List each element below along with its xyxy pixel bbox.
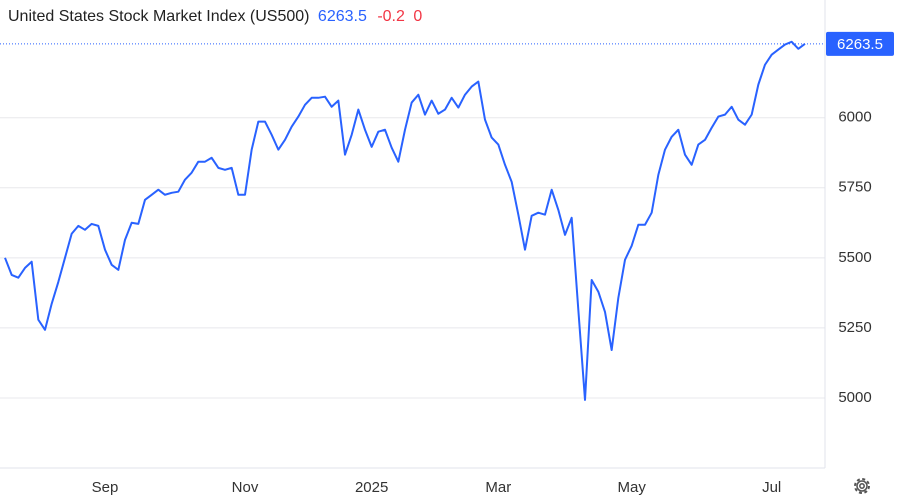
y-tick-label: 6000 xyxy=(838,109,871,126)
x-tick-label: 2025 xyxy=(355,479,388,496)
y-tick-label: 5500 xyxy=(838,249,871,266)
last-price-box xyxy=(826,31,894,56)
price: 6263.5 xyxy=(318,8,367,25)
y-tick-label: 5000 xyxy=(838,389,871,406)
x-tick-label: Sep xyxy=(92,479,119,496)
change-pct: 0 xyxy=(413,8,422,25)
price-line xyxy=(4,40,806,401)
header: United States Stock Market Index (US500)… xyxy=(8,8,422,25)
last-price-label: 6263.5 xyxy=(837,36,883,53)
x-tick-label: Jul xyxy=(762,479,781,496)
change: -0.2 xyxy=(377,8,405,25)
settings-icon[interactable] xyxy=(854,478,870,494)
x-tick-label: Mar xyxy=(485,479,511,496)
y-tick-label: 5750 xyxy=(838,179,871,196)
chart-title: United States Stock Market Index (US500) xyxy=(8,8,309,25)
x-tick-label: Nov xyxy=(232,479,259,496)
y-tick-label: 5250 xyxy=(838,319,871,336)
x-tick-label: May xyxy=(617,479,646,496)
